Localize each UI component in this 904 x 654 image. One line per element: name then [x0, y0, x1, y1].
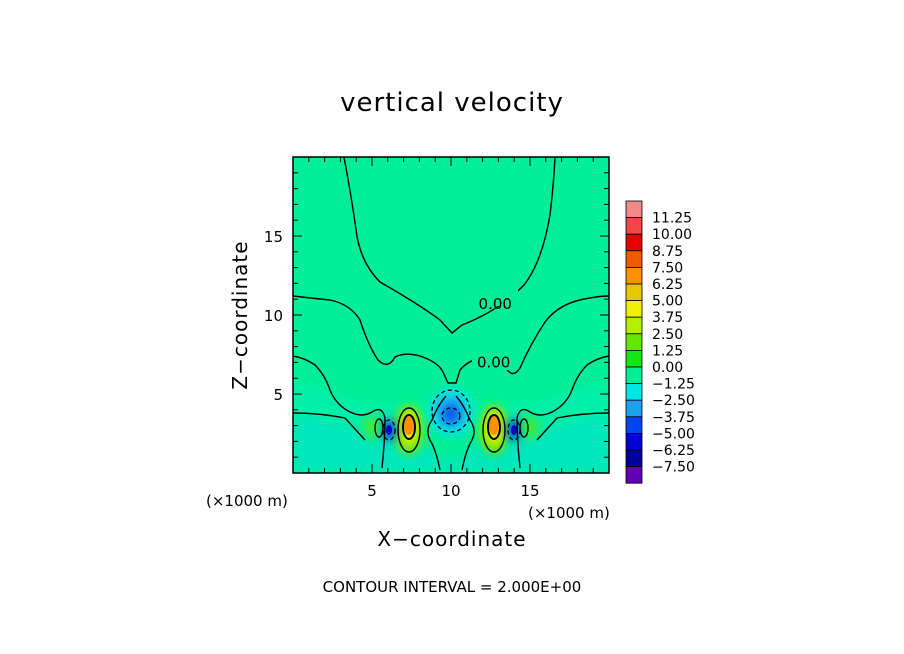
contour-center-stem-right [455, 395, 475, 471]
x-unit-label: (×1000 m) [206, 492, 288, 510]
colorbar-label: −1.25 [652, 377, 695, 393]
label-knockout-lower [472, 352, 512, 370]
contour-label: 0.00 [479, 295, 512, 313]
contour-upper [343, 157, 556, 334]
colorbar-label: 3.75 [652, 310, 683, 326]
contour-right-updraft [482, 407, 506, 453]
colorbar-label: −3.75 [652, 410, 695, 426]
contour-center-stem-left [427, 395, 447, 471]
colorbar-swatch [625, 316, 643, 335]
contour-left-edge [293, 412, 366, 441]
dashed-central-inner [441, 407, 461, 425]
colorbar-swatch [625, 233, 643, 252]
colorbar-swatch [625, 449, 643, 468]
right-fringe [522, 416, 538, 440]
colorbar-swatch [625, 466, 643, 484]
y-tick-label: 15 [264, 228, 283, 246]
colorbar-swatch [625, 250, 643, 268]
field-band-lower [293, 413, 609, 473]
contour-left-side [374, 418, 384, 438]
colorbar-label: 8.75 [652, 244, 683, 260]
colorbar-label: 7.50 [652, 260, 683, 276]
colorbar-label: −5.00 [652, 426, 695, 442]
contour-left-updraft [397, 407, 421, 453]
colorbar-label: 2.50 [652, 327, 683, 343]
dashed-right-side [507, 419, 521, 441]
contour-right-edge [536, 412, 609, 441]
contour-left-mid [293, 295, 609, 384]
axis-layer: 5 10 15 5 10 15 [264, 157, 609, 500]
contour-left-updraft-inner [402, 414, 416, 440]
colorbar-label: 10.00 [652, 227, 692, 243]
central-downdraft-core [444, 406, 458, 422]
contour-right-low [516, 355, 609, 469]
colorbar-swatch [625, 432, 643, 451]
contour-lines [293, 157, 609, 471]
colorbar-swatch [625, 217, 643, 235]
colorbar-swatch [625, 333, 643, 351]
contour-left-low [293, 355, 386, 469]
right-side-downdraft-core [511, 425, 517, 435]
contour-right-updraft-inner [487, 414, 501, 440]
colorbar-swatch [625, 399, 643, 418]
colorbar: 11.2510.008.757.506.255.003.752.501.250.… [625, 200, 695, 484]
x-axis-label: X−coordinate [377, 527, 527, 551]
colorbar-label: −6.25 [652, 443, 695, 459]
dashed-central [431, 389, 471, 433]
contour-label-layer: 0.00 0.00 [477, 295, 512, 371]
z-unit-label: (×1000 m) [528, 504, 610, 522]
colorbar-swatch [625, 300, 643, 318]
colorbar-swatch [625, 266, 643, 285]
x-tick-label: 10 [441, 482, 460, 500]
contour-interval-note: CONTOUR INTERVAL = 2.000E+00 [322, 578, 582, 596]
x-tick-label: 15 [520, 482, 539, 500]
x-tick-label: 5 [367, 482, 377, 500]
colorbar-swatch [625, 283, 643, 302]
contour-label: 0.00 [477, 353, 510, 371]
colorbar-swatch [625, 200, 643, 219]
colorbar-swatch [625, 383, 643, 401]
colorbar-label: 1.25 [652, 343, 683, 359]
right-updraft-core [489, 415, 499, 435]
y-tick-label: 5 [273, 386, 283, 404]
negative-contours [382, 389, 521, 441]
contour-right-side [519, 418, 529, 438]
colorbar-label: 0.00 [652, 360, 683, 376]
colorbar-label: −7.50 [652, 460, 695, 476]
y-tick-label: 10 [264, 307, 283, 325]
colorbar-swatch [625, 366, 643, 385]
field-layer [293, 157, 609, 473]
colorbar-label: 5.00 [652, 294, 683, 310]
colorbar-label: −2.50 [652, 393, 695, 409]
label-knockout-upper [478, 288, 518, 306]
colorbar-swatch [625, 349, 643, 368]
colorbar-label: 6.25 [652, 277, 683, 293]
chart-title: vertical velocity [340, 88, 564, 118]
colorbar-swatch [625, 416, 643, 434]
left-side-downdraft-core [386, 425, 392, 435]
dashed-left-side [382, 419, 396, 441]
left-updraft-core [404, 415, 414, 435]
colorbar-label: 11.25 [652, 211, 692, 227]
